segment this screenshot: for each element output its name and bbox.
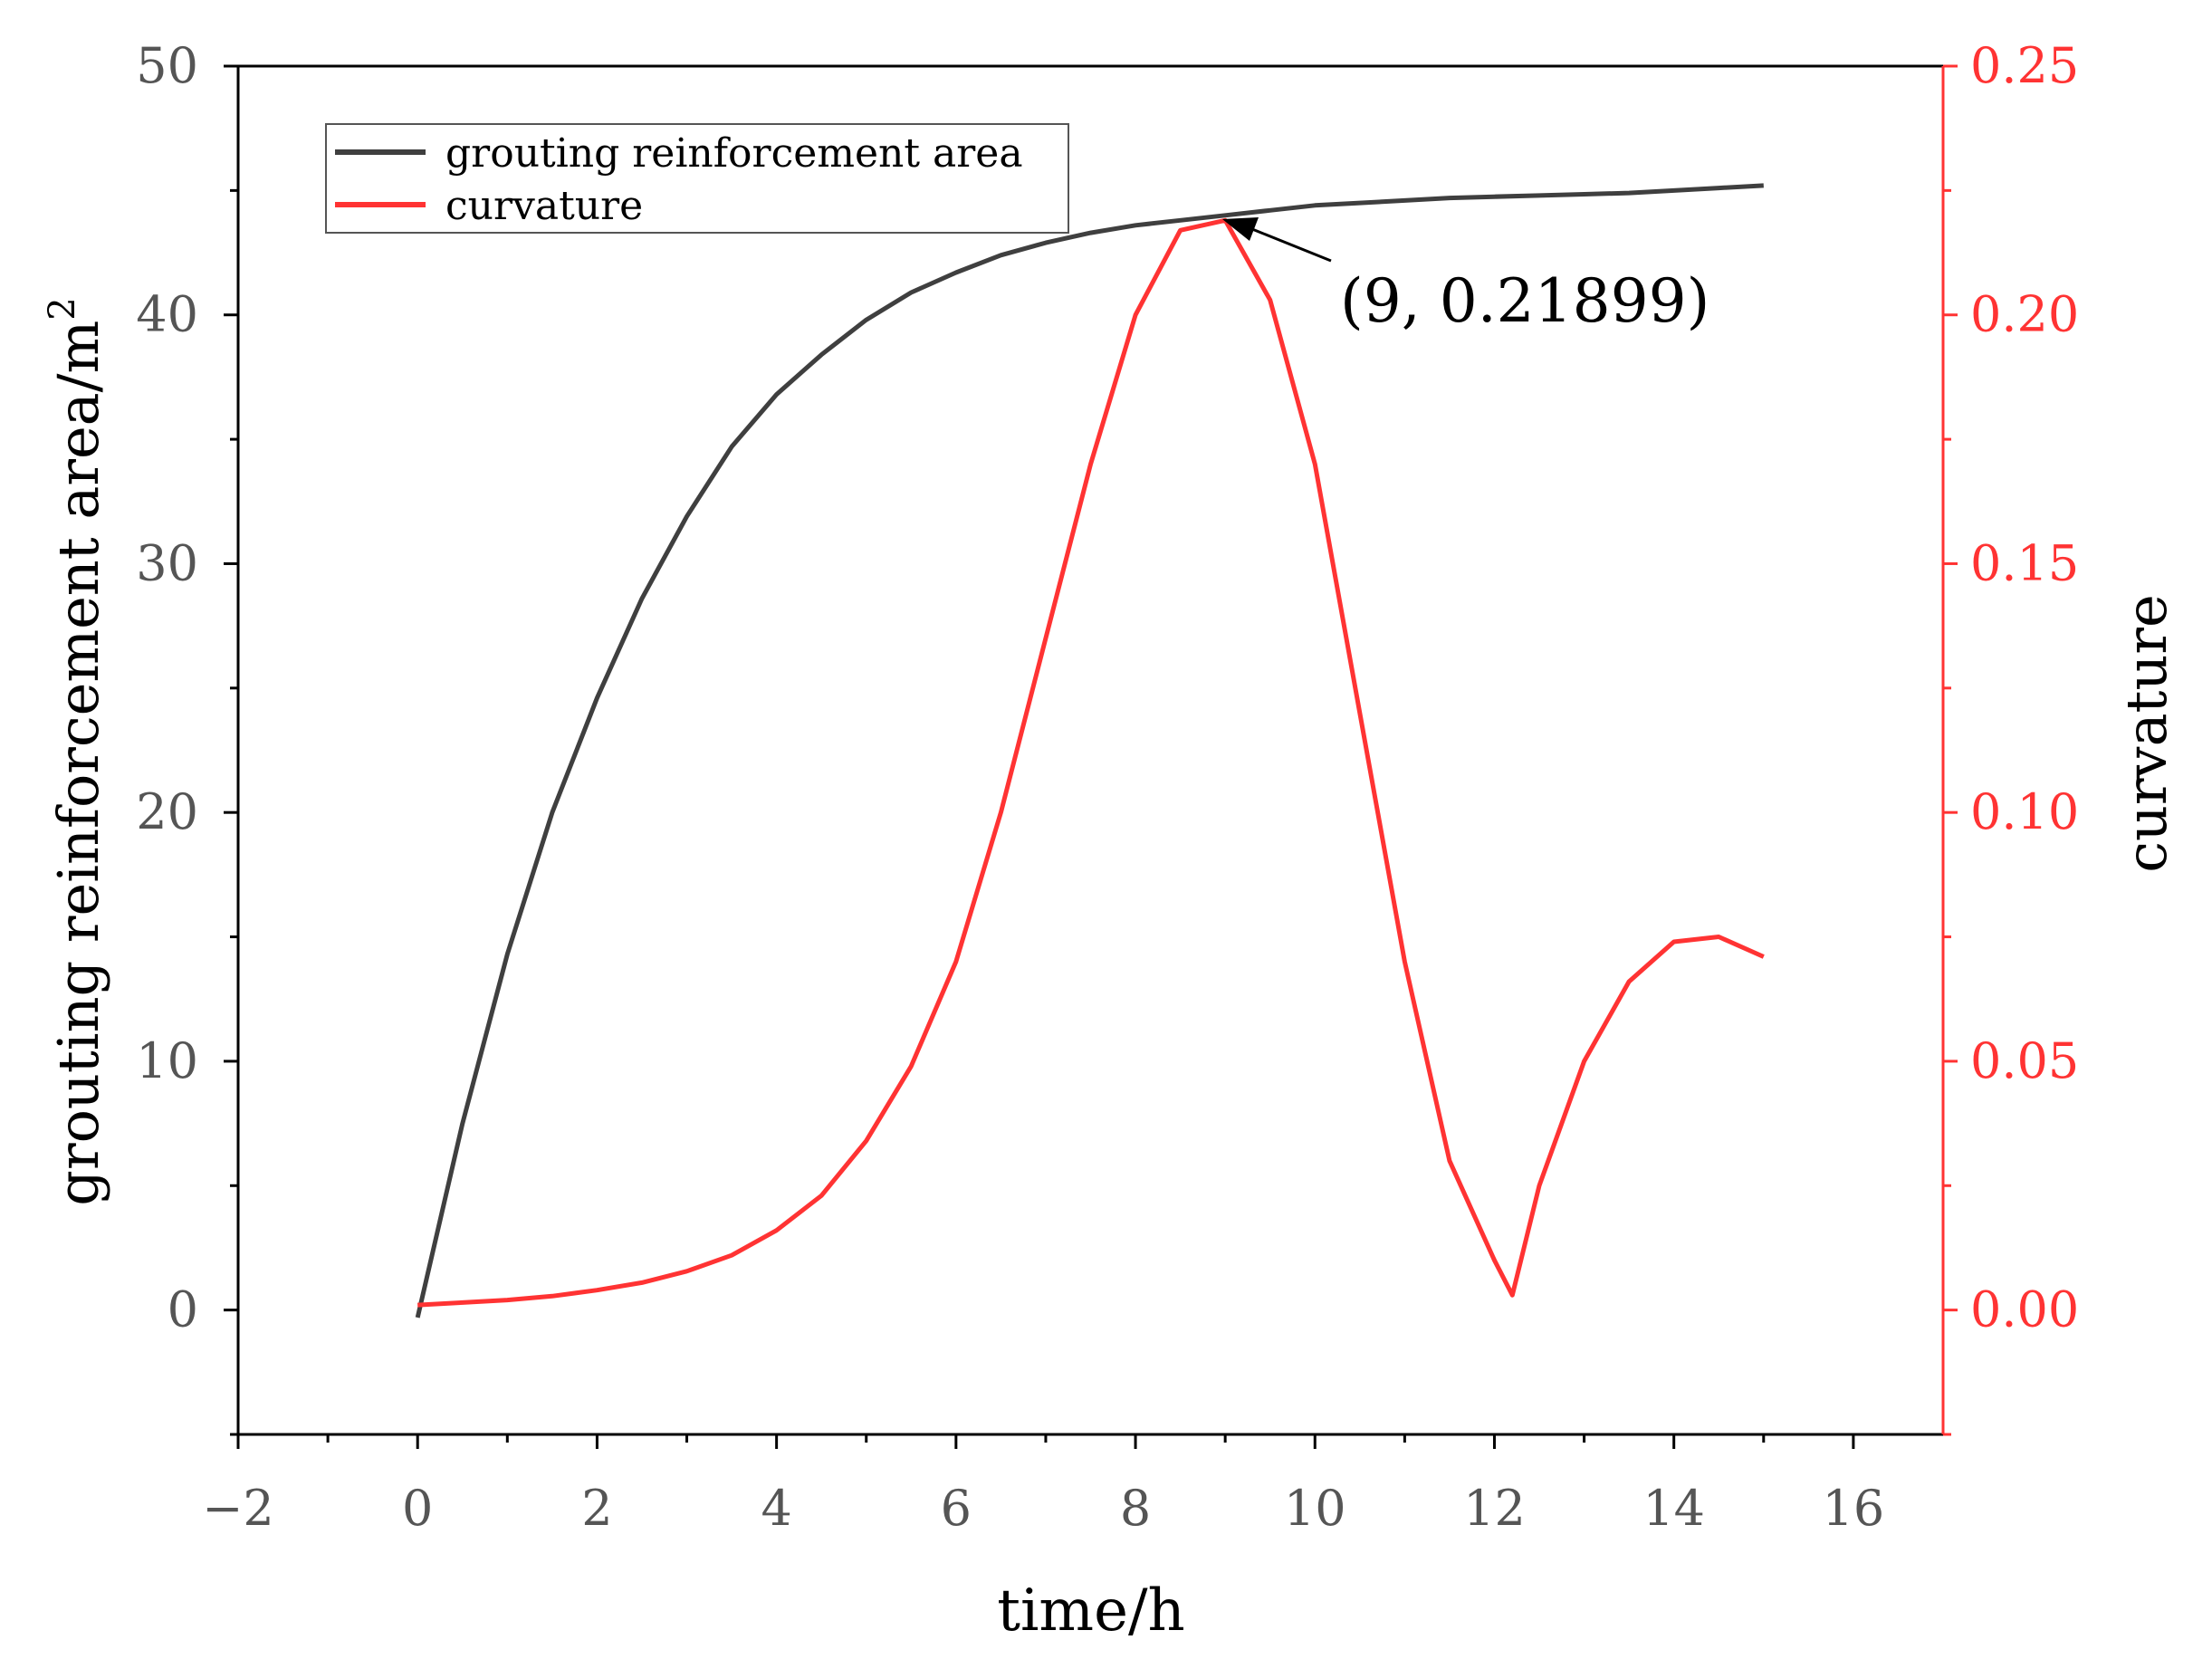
- x-tick-label: 16: [1823, 1480, 1885, 1537]
- series-line-area: [415, 183, 1764, 1319]
- right-tick-label: 0.20: [1970, 286, 2079, 343]
- annotation-label: (9, 0.21899): [1340, 266, 1709, 336]
- right-tick-label: 0.10: [1970, 783, 2079, 840]
- annotation-arrow: [1238, 222, 1332, 263]
- x-tick-label: 6: [941, 1480, 972, 1537]
- legend-box: [325, 123, 1069, 234]
- x-tick-label: 12: [1463, 1480, 1526, 1537]
- series-line-curvature: [417, 217, 1765, 1308]
- x-axis-ticks: −2 0 2 4 6 8 10 12 14 16: [202, 1434, 1884, 1537]
- right-tick-label: 0.25: [1970, 37, 2079, 94]
- left-tick-label: 0: [168, 1281, 198, 1338]
- left-tick-label: 30: [136, 534, 198, 591]
- x-tick-label: 4: [761, 1480, 791, 1537]
- x-tick-label: −2: [202, 1480, 274, 1537]
- left-axis-title: grouting reinforcement area/m2: [42, 297, 111, 1206]
- x-tick-label: 14: [1642, 1480, 1705, 1537]
- legend-label-area: grouting reinforcement area: [445, 130, 1023, 177]
- right-tick-label: 0.05: [1970, 1032, 2079, 1089]
- left-tick-label: 40: [136, 286, 198, 343]
- series-layer: [415, 183, 1765, 1319]
- x-axis-title: time/h: [997, 1577, 1185, 1645]
- annotation-arrowhead: [1222, 217, 1259, 241]
- left-axis-ticks: 0 10 20 30 40 50: [136, 37, 238, 1436]
- right-axis-ticks: 0.00 0.05 0.10 0.15 0.20 0.25: [1943, 37, 2079, 1436]
- annotation: (9, 0.21899): [1222, 217, 1709, 336]
- x-tick-label: 10: [1284, 1480, 1346, 1537]
- x-tick-label: 2: [581, 1480, 612, 1537]
- right-tick-label: 0.15: [1970, 534, 2079, 591]
- legend-label-curvature: curvature: [445, 183, 643, 229]
- legend: grouting reinforcement area curvature: [325, 123, 1069, 234]
- left-axis-title-superscript: 2: [42, 297, 83, 320]
- x-tick-label: 8: [1120, 1480, 1151, 1537]
- left-tick-label: 10: [136, 1032, 198, 1089]
- right-axis-title: curvature: [2113, 594, 2179, 872]
- left-tick-label: 20: [136, 783, 198, 840]
- left-axis-title-main: grouting reinforcement area/m: [45, 321, 111, 1206]
- x-tick-label: 0: [402, 1480, 433, 1537]
- right-tick-label: 0.00: [1970, 1281, 2079, 1338]
- left-tick-label: 50: [136, 37, 198, 94]
